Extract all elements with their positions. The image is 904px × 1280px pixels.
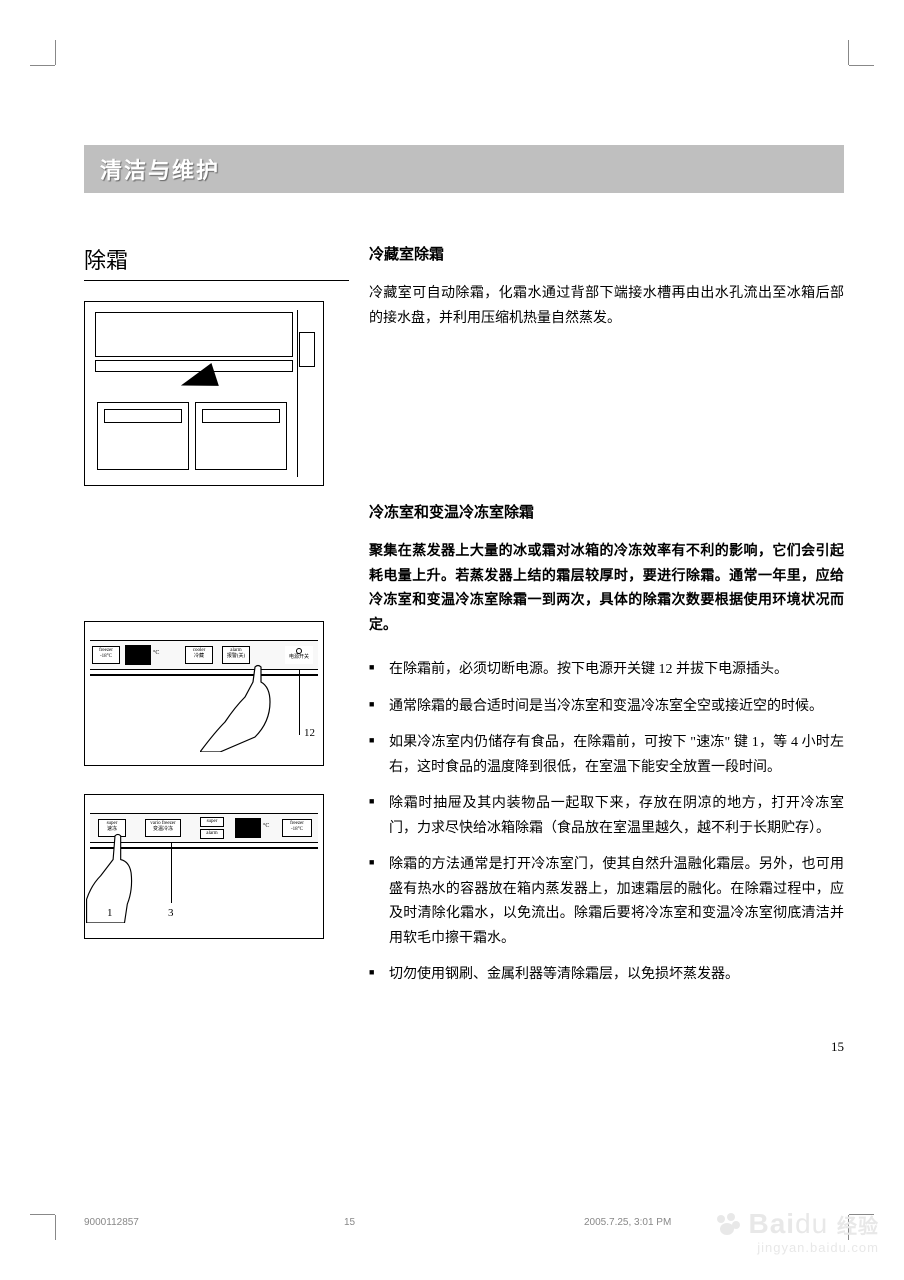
label: -18°C xyxy=(283,827,311,833)
paw-icon xyxy=(714,1211,740,1237)
label: alarm xyxy=(200,829,224,839)
label: -18°C xyxy=(93,654,119,660)
doc-id: 9000112857 xyxy=(84,1217,344,1228)
subsection-heading: 冷藏室除霜 xyxy=(369,243,844,264)
crop-mark xyxy=(55,40,56,65)
crop-mark xyxy=(55,1215,56,1240)
paragraph-bold: 聚集在蒸发器上大量的冰或霜对冰箱的冷冻效率有不利的影响，它们会引起耗电量上升。若… xyxy=(369,540,844,638)
temp-display xyxy=(125,645,151,665)
label: vario freezer xyxy=(146,821,180,827)
crop-mark xyxy=(30,1214,55,1215)
list-item: 在除霜前，必须切断电源。按下电源开关键 12 并拔下电源插头。 xyxy=(369,658,844,683)
hand-icon xyxy=(200,662,280,752)
list-item: 切勿使用钢刷、金属利器等清除霜层，以免损坏蒸发器。 xyxy=(369,963,844,988)
subsection-heading: 冷冻室和变温冷冻室除霜 xyxy=(369,501,844,522)
crop-mark xyxy=(848,40,849,65)
list-item: 除霜的方法通常是打开冷冻室门，使其自然升温融化霜层。另外，也可用盛有热水的容器放… xyxy=(369,853,844,951)
label: super xyxy=(200,817,224,827)
list-item: 如果冷冻室内仍储存有食品，在除霜前，可按下 "速冻" 键 1，等 4 小时左右，… xyxy=(369,731,844,780)
label: °C xyxy=(153,650,159,656)
callout-number: 1 xyxy=(107,907,113,919)
crop-mark xyxy=(849,65,874,66)
chapter-title: 清洁与维护 xyxy=(100,153,828,185)
figure-control-panel-power: freezer -18°C °C cooler 冷藏 alarm 报警(关) xyxy=(84,621,324,766)
bullet-list: 在除霜前，必须切断电源。按下电源开关键 12 并拔下电源插头。 通常除霜的最合适… xyxy=(369,658,844,988)
chapter-header: 清洁与维护 xyxy=(84,145,844,193)
left-column: 除霜 freezer xyxy=(84,243,349,1000)
label: 速冻 xyxy=(99,827,125,833)
label: 报警(关) xyxy=(223,654,249,660)
callout-number: 12 xyxy=(304,727,315,739)
footer-page: 15 xyxy=(344,1217,584,1228)
section-title: 除霜 xyxy=(84,243,128,275)
callout-number: 3 xyxy=(168,907,174,919)
crop-mark xyxy=(30,65,55,66)
figure-control-panel-super: super 速冻 vario freezer 变温冷冻 super alarm … xyxy=(84,794,324,939)
watermark: Baidu 经验 jingyan.baidu.com xyxy=(714,1208,879,1255)
list-item: 除霜时抽屉及其内装物品一起取下来，存放在阴凉的地方，打开冷冻室门，力求尽快给冰箱… xyxy=(369,792,844,841)
section-title-row: 除霜 xyxy=(84,243,349,281)
page-content: 清洁与维护 除霜 xyxy=(84,80,844,1000)
label: 电源开关 xyxy=(285,655,313,661)
two-column-layout: 除霜 freezer xyxy=(84,243,844,1000)
figure-fridge-interior xyxy=(84,301,324,486)
watermark-brand: Baidu xyxy=(748,1208,828,1239)
right-column: 冷藏室除霜 冷藏室可自动除霜，化霜水通过背部下端接水槽再由出水孔流出至冰箱后部的… xyxy=(369,243,844,1000)
hand-icon xyxy=(80,833,150,923)
temp-display xyxy=(235,818,261,838)
watermark-url: jingyan.baidu.com xyxy=(714,1240,879,1255)
watermark-sub: 经验 xyxy=(837,1216,879,1238)
label: °C xyxy=(263,823,269,829)
list-item: 通常除霜的最合适时间是当冷冻室和变温冷冻室全空或接近空的时候。 xyxy=(369,695,844,720)
paragraph: 冷藏室可自动除霜，化霜水通过背部下端接水槽再由出水孔流出至冰箱后部的接水盘，并利… xyxy=(369,282,844,331)
label: 冷藏 xyxy=(186,654,212,660)
page-number: 15 xyxy=(831,1039,844,1055)
label: 变温冷冻 xyxy=(146,827,180,833)
